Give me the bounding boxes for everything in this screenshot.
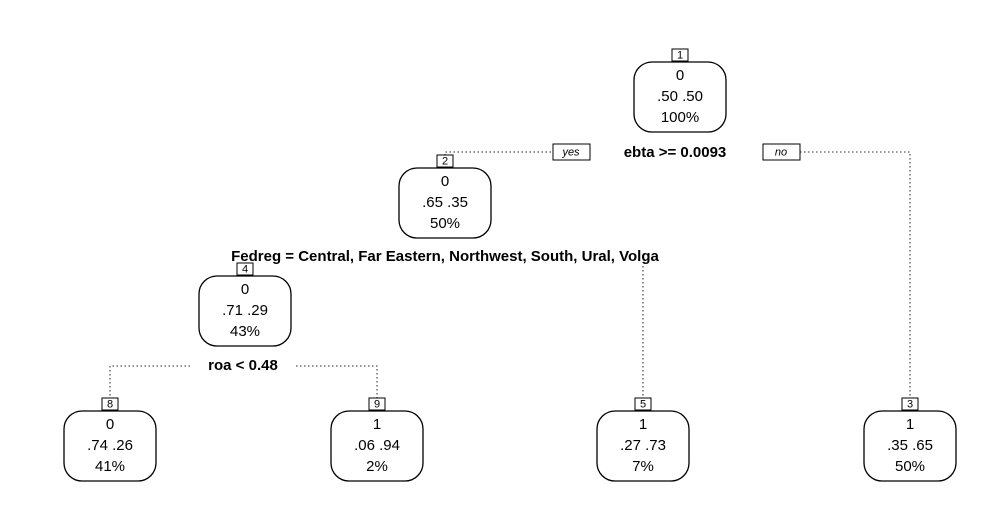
split-label: roa < 0.48 bbox=[208, 357, 278, 374]
edge bbox=[109, 365, 378, 400]
node-number: 8 bbox=[107, 398, 113, 410]
node-number-box bbox=[236, 262, 254, 276]
node-class: 0 bbox=[441, 173, 449, 190]
node-box bbox=[198, 275, 292, 347]
no-box bbox=[762, 143, 801, 161]
no-label: no bbox=[775, 146, 787, 158]
node-number: 1 bbox=[677, 49, 683, 61]
node-percent: 43% bbox=[230, 323, 260, 340]
node-number: 3 bbox=[907, 398, 913, 410]
node-probs: .65 .35 bbox=[422, 194, 468, 211]
node-probs: .71 .29 bbox=[222, 302, 268, 319]
node-probs: .35 .65 bbox=[887, 437, 933, 454]
node-percent: 41% bbox=[95, 458, 125, 475]
node-class: 1 bbox=[906, 416, 914, 433]
node-class: 0 bbox=[676, 67, 684, 84]
node-probs: .27 .73 bbox=[620, 437, 666, 454]
node-number: 5 bbox=[640, 398, 646, 410]
split-label: Fedreg = Central, Far Eastern, Northwest… bbox=[231, 248, 659, 265]
node-percent: 50% bbox=[430, 215, 460, 232]
node-number: 2 bbox=[442, 155, 448, 167]
node-number-box bbox=[368, 397, 386, 411]
node-box bbox=[633, 61, 727, 133]
node-class: 0 bbox=[241, 281, 249, 298]
node-class: 1 bbox=[373, 416, 381, 433]
node-number-box bbox=[901, 397, 919, 411]
split-label: ebta >= 0.0093 bbox=[624, 144, 727, 161]
node-box bbox=[330, 410, 424, 482]
node-box bbox=[63, 410, 157, 482]
node-percent: 100% bbox=[661, 109, 699, 126]
node-percent: 2% bbox=[366, 458, 388, 475]
node-number: 9 bbox=[374, 398, 380, 410]
node-box bbox=[596, 410, 690, 482]
node-box bbox=[398, 167, 492, 239]
node-percent: 50% bbox=[895, 458, 925, 475]
node-number-box bbox=[101, 397, 119, 411]
node-probs: .50 .50 bbox=[657, 88, 703, 105]
node-percent: 7% bbox=[632, 458, 654, 475]
node-box bbox=[863, 410, 957, 482]
node-number-box bbox=[671, 48, 689, 62]
node-number-box bbox=[436, 154, 454, 168]
node-class: 1 bbox=[639, 416, 647, 433]
edge bbox=[444, 151, 555, 155]
yes-box bbox=[552, 143, 591, 161]
node-probs: .06 .94 bbox=[354, 437, 400, 454]
edge bbox=[800, 151, 911, 400]
node-class: 0 bbox=[106, 416, 114, 433]
node-probs: .74 .26 bbox=[87, 437, 133, 454]
node-number-box bbox=[634, 397, 652, 411]
node-number: 4 bbox=[242, 263, 248, 275]
yes-label: yes bbox=[561, 146, 580, 158]
